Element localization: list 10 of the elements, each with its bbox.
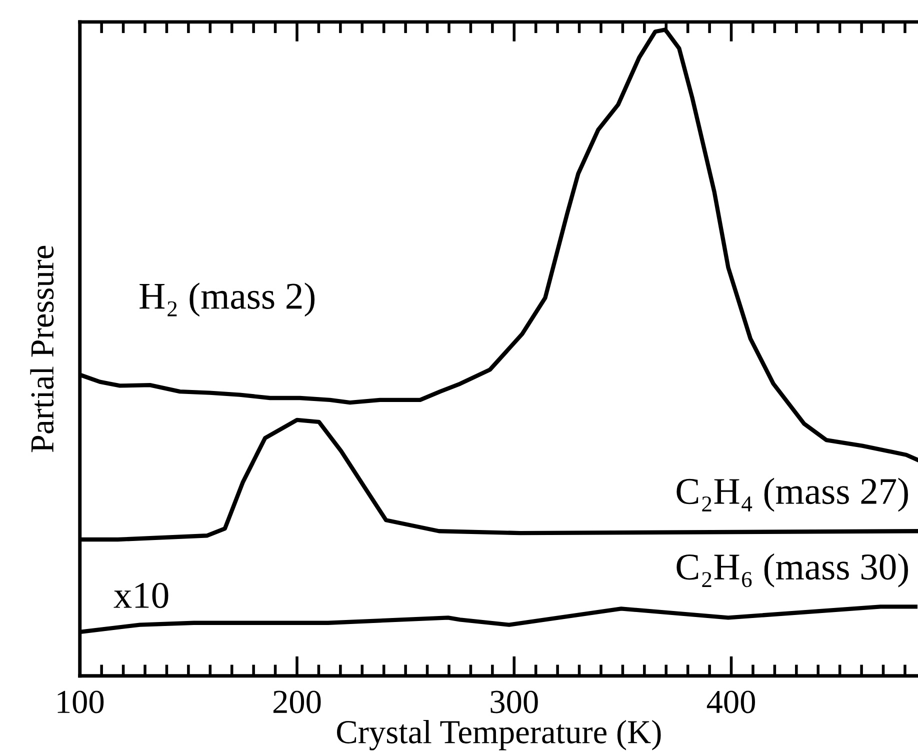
x-tick-label: 400 xyxy=(706,690,755,714)
series-label: H₂ (mass 2) xyxy=(140,282,315,317)
annotation: x10 xyxy=(114,582,168,608)
series-label: C₂H₆ (mass 30) xyxy=(676,553,908,588)
x-tick-label: 100 xyxy=(58,690,104,714)
x-tick-label: 300 xyxy=(490,690,538,714)
y-axis-title: Partial Pressure xyxy=(30,246,54,452)
x-axis-title: Crystal Temperature (K) xyxy=(337,720,661,750)
series-label: C₂H₄ (mass 27) xyxy=(676,478,908,512)
x-tick-label: 200 xyxy=(273,690,321,714)
